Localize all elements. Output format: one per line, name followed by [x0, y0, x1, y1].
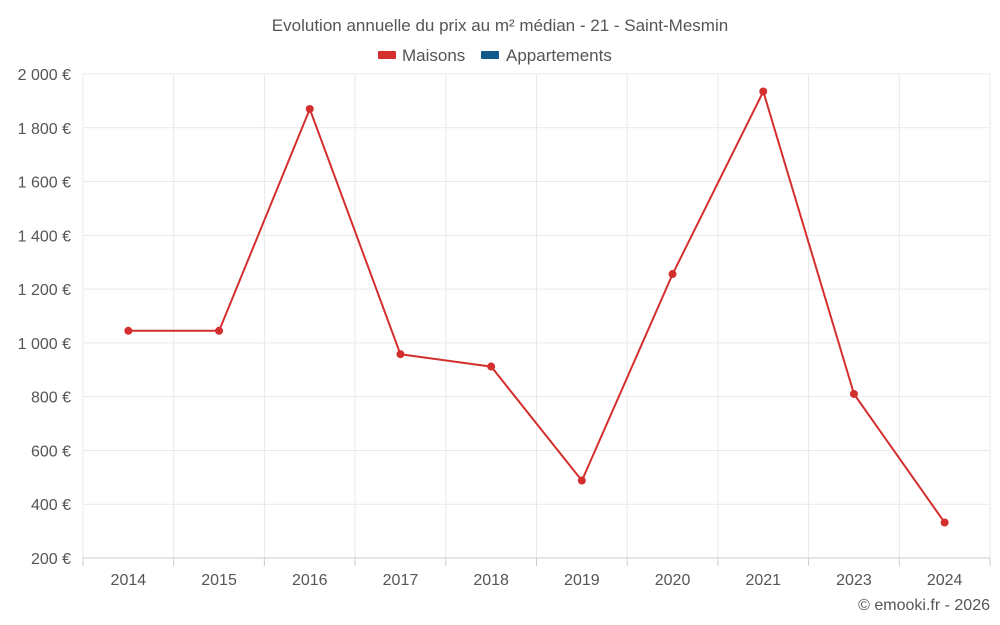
x-tick-label: 2015 — [201, 572, 237, 589]
series-maisons — [124, 87, 949, 527]
y-tick-label: 1 600 € — [18, 175, 71, 192]
series-line-maisons — [128, 90, 946, 524]
copyright-footer: © emooki.fr - 2026 — [858, 597, 990, 614]
y-tick-label: 1 400 € — [18, 228, 71, 245]
x-axis-ticks: 2014 2015 2016 2017 2018 2019 2020 2021 2023 2024 — [111, 572, 963, 589]
y-tick-label: 800 € — [31, 390, 71, 407]
data-point-2016[interactable] — [305, 104, 314, 113]
legend: Maisons Appartements — [378, 46, 612, 65]
y-axis-ticks: 2 000 € 1 800 € 1 600 € 1 400 € 1 200 € 1 000… — [18, 67, 71, 568]
y-tick-label: 2 000 € — [18, 67, 71, 84]
x-tick-label: 2023 — [836, 572, 872, 589]
data-point-2021[interactable] — [759, 87, 768, 96]
legend-label-maisons: Maisons — [402, 46, 465, 65]
data-point-2015[interactable] — [215, 326, 224, 335]
legend-swatch-appartements — [481, 51, 499, 59]
legend-label-appartements: Appartements — [506, 46, 612, 65]
grid — [82, 73, 991, 558]
x-tick-label: 2018 — [473, 572, 509, 589]
axes — [82, 557, 991, 566]
legend-item-maisons[interactable]: Maisons — [378, 46, 465, 65]
data-point-2018[interactable] — [487, 362, 496, 371]
y-tick-label: 1 800 € — [18, 121, 71, 138]
y-tick-label: 1 000 € — [18, 336, 71, 353]
y-tick-label: 1 200 € — [18, 282, 71, 299]
chart-title: Evolution annuelle du prix au m² médian … — [272, 16, 728, 35]
x-tick-label: 2020 — [655, 572, 691, 589]
y-tick-label: 600 € — [31, 443, 71, 460]
data-point-2019[interactable] — [577, 476, 586, 485]
x-tick-label: 2016 — [292, 572, 328, 589]
x-tick-label: 2014 — [111, 572, 147, 589]
x-tick-label: 2019 — [564, 572, 600, 589]
legend-swatch-maisons — [378, 51, 396, 59]
legend-item-appartements[interactable]: Appartements — [481, 46, 612, 65]
x-tick-label: 2017 — [383, 572, 419, 589]
y-tick-label: 400 € — [31, 497, 71, 514]
data-point-2024[interactable] — [940, 518, 949, 527]
data-point-2014[interactable] — [124, 326, 133, 335]
x-tick-label: 2021 — [745, 572, 781, 589]
data-point-2023[interactable] — [849, 389, 858, 398]
data-point-2020[interactable] — [668, 270, 677, 279]
data-point-2017[interactable] — [396, 350, 405, 359]
y-tick-label: 200 € — [31, 551, 71, 568]
x-tick-label: 2024 — [927, 572, 963, 589]
